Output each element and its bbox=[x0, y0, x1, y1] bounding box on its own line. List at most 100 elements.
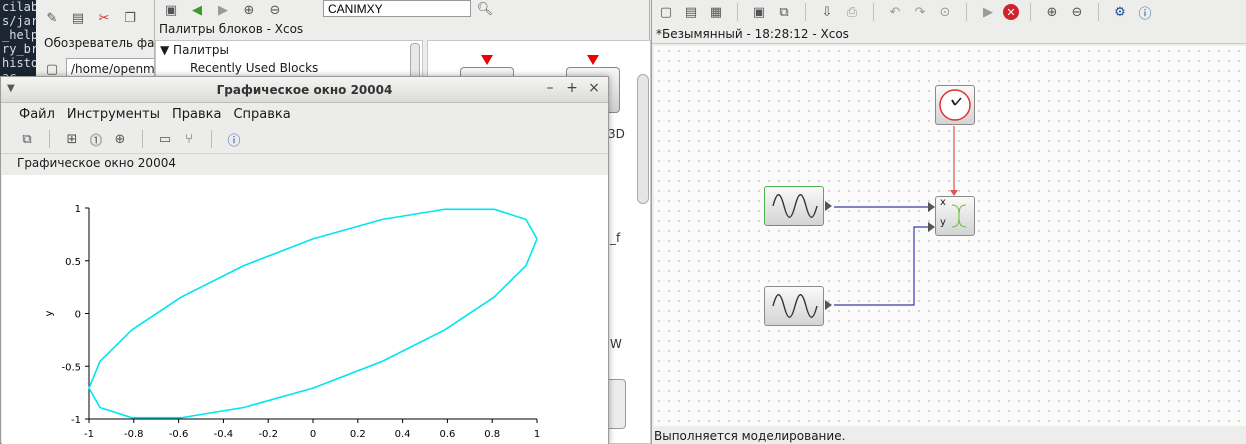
start-icon[interactable]: ▶ bbox=[983, 4, 993, 20]
zoom-out-icon[interactable]: ⊖ bbox=[1071, 4, 1083, 20]
terminal-line: histo bbox=[2, 56, 39, 70]
print-icon[interactable]: ⎙ bbox=[846, 4, 858, 20]
graphic-window: ▼ Графическое окно 20004 – + × Файл Инст… bbox=[0, 76, 609, 444]
output-port-icon[interactable] bbox=[825, 201, 832, 211]
zoom-out-icon[interactable]: ⊖ bbox=[269, 2, 281, 18]
browser-toolbar: ✎ ▤ ✂ ❐ bbox=[36, 0, 165, 36]
graphic-window-title: Графическое окно 20004 bbox=[216, 83, 393, 97]
search-icon[interactable]: 🔍︎ bbox=[476, 1, 494, 17]
x-tick-label: 0.4 bbox=[395, 429, 411, 440]
window-controls: – + × bbox=[544, 80, 600, 96]
graphic-toolbar: ⧉ ⊞ ⓵ ⊕ ▭ ⑂ ⓘ bbox=[1, 125, 608, 153]
file-browser-window: ✎ ▤ ✂ ❐ Обозреватель файлов ▢ /home/open… bbox=[36, 0, 166, 90]
xcos-diagram-title: *Безымянный - 18:28:12 - Xcos bbox=[652, 24, 1246, 44]
toolbar-separator bbox=[142, 130, 143, 148]
menu-edit[interactable]: Правка bbox=[171, 106, 222, 122]
menu-help[interactable]: Справка bbox=[233, 106, 291, 122]
zoom-in-icon[interactable]: ⊕ bbox=[243, 2, 255, 18]
help-icon[interactable]: ⓘ bbox=[1138, 6, 1152, 22]
settings-icon[interactable]: ⚙ bbox=[1114, 4, 1126, 20]
maximize-button[interactable]: + bbox=[566, 80, 578, 96]
zoom-in-icon[interactable]: ⊕ bbox=[1046, 4, 1058, 20]
output-port-icon[interactable] bbox=[825, 300, 832, 310]
x-tick-label: -1 bbox=[84, 429, 94, 440]
zoom-original-icon[interactable]: ⓵ bbox=[89, 133, 103, 149]
x-tick-label: -0.6 bbox=[169, 429, 189, 440]
folder-icon[interactable]: ▤ bbox=[71, 10, 85, 26]
x-tick-label: 0.6 bbox=[439, 429, 455, 440]
chart-svg: -1 -0.8 -0.6 -0.4 -0.2 0 0.2 0.4 0.6 0.8 1 1 0.5 0 -0.… bbox=[44, 204, 540, 440]
sine-wave-icon bbox=[772, 294, 818, 318]
graphic-titlebar: ▼ Графическое окно 20004 – + × bbox=[1, 77, 608, 103]
save-icon[interactable]: ▣ bbox=[752, 4, 766, 20]
x-tick-label: 0.2 bbox=[350, 429, 366, 440]
redo-icon[interactable]: ↷ bbox=[914, 4, 926, 20]
tree-root[interactable]: ▼ Палитры bbox=[156, 41, 422, 59]
zoom-icon[interactable]: ⊕ bbox=[114, 131, 126, 147]
folder-up-icon[interactable]: ▢ bbox=[45, 61, 59, 77]
y-axis-label: y bbox=[44, 310, 55, 316]
browser-path-row: ▢ /home/openmodelica bbox=[42, 58, 161, 80]
terminal-line: ry_br bbox=[2, 42, 39, 56]
input-port-y-label: y bbox=[940, 217, 946, 228]
stop-icon[interactable]: ✕ bbox=[1003, 4, 1019, 20]
fit-diagram-icon[interactable]: ⊙ bbox=[939, 4, 951, 20]
series-line bbox=[88, 208, 538, 419]
copy-icon[interactable]: ❐ bbox=[124, 10, 136, 26]
path-field[interactable]: /home/openmodelica bbox=[66, 58, 161, 80]
sine-generator-block[interactable] bbox=[764, 186, 824, 226]
sine-wave-icon bbox=[772, 194, 818, 218]
minimize-button[interactable]: – bbox=[546, 80, 554, 96]
editor-icon[interactable]: ⑂ bbox=[185, 131, 193, 147]
new-diagram-icon[interactable]: ▢ bbox=[659, 4, 673, 20]
back-arrow-icon[interactable]: ◀ bbox=[192, 2, 202, 18]
terminal-line: s/jar bbox=[2, 14, 39, 28]
menu-file[interactable]: Файл bbox=[19, 106, 55, 122]
input-port-icon[interactable] bbox=[928, 202, 935, 212]
data-link-y[interactable] bbox=[834, 226, 932, 306]
scope-xy-icon bbox=[951, 204, 967, 228]
open-in-scilab-icon[interactable]: ▦ bbox=[709, 4, 723, 20]
y-tick-label: -1 bbox=[71, 415, 81, 426]
graphic-subtitle: Графическое окно 20004 bbox=[1, 153, 608, 171]
cut-icon[interactable]: ✂ bbox=[98, 10, 110, 26]
edit-icon[interactable]: ✎ bbox=[46, 10, 58, 26]
datatip-icon[interactable]: ▭ bbox=[158, 131, 172, 147]
input-port-icon[interactable] bbox=[928, 222, 935, 232]
blocks-scrollbar[interactable] bbox=[637, 74, 649, 204]
clock-icon bbox=[939, 89, 971, 121]
sine-generator-block[interactable] bbox=[764, 286, 824, 326]
tree-root-label: Палитры bbox=[173, 43, 229, 57]
window-menu-icon[interactable]: ▼ bbox=[7, 83, 15, 94]
xcos-toolbar: ▢ ▤ ▦ ▣ ⧉ ⇩ ⎙ ↶ ↷ ⊙ ▶ ✕ ⊕ ⊖ ⚙ ⓘ bbox=[652, 0, 1246, 24]
expand-arrow-icon[interactable]: ▼ bbox=[160, 43, 174, 57]
x-tick-label: 1 bbox=[534, 429, 540, 440]
toolbar-separator bbox=[1030, 3, 1031, 21]
block-label-fragment: W bbox=[610, 337, 622, 351]
palette-search-input[interactable] bbox=[323, 0, 471, 17]
toolbar-separator bbox=[873, 3, 874, 21]
open-icon[interactable]: ▤ bbox=[684, 4, 698, 20]
cmscope-xy-block[interactable]: x y bbox=[935, 196, 975, 236]
tree-item-recent[interactable]: Recently Used Blocks bbox=[190, 61, 319, 75]
zoom-region-icon[interactable]: ⊞ bbox=[66, 131, 78, 147]
diagram-links bbox=[834, 126, 958, 306]
export-icon[interactable]: ⧉ bbox=[22, 131, 32, 147]
clock-block[interactable] bbox=[935, 85, 975, 125]
toolbar-separator bbox=[49, 130, 50, 148]
undo-icon[interactable]: ↶ bbox=[889, 4, 901, 20]
save-icon[interactable]: ▣ bbox=[164, 2, 178, 18]
menu-tools[interactable]: Инструменты bbox=[66, 106, 160, 122]
help-icon[interactable]: ⓘ bbox=[227, 133, 241, 149]
export-icon[interactable]: ⇩ bbox=[821, 4, 833, 20]
close-button[interactable]: × bbox=[588, 80, 600, 96]
toolbar-separator bbox=[211, 130, 212, 148]
diagram-canvas[interactable]: x y bbox=[654, 46, 1246, 426]
toolbar-separator bbox=[805, 3, 806, 21]
save-as-icon[interactable]: ⧉ bbox=[779, 4, 789, 20]
forward-arrow-icon[interactable]: ▶ bbox=[218, 2, 228, 18]
x-tick-label: 0.8 bbox=[484, 429, 500, 440]
palette-title: Палитры блоков - Xcos bbox=[159, 22, 304, 36]
x-tick-label: 0 bbox=[310, 429, 316, 440]
plot-area: -1 -0.8 -0.6 -0.4 -0.2 0 0.2 0.4 0.6 0.8 1 1 0.5 0 -0.… bbox=[2, 175, 608, 444]
